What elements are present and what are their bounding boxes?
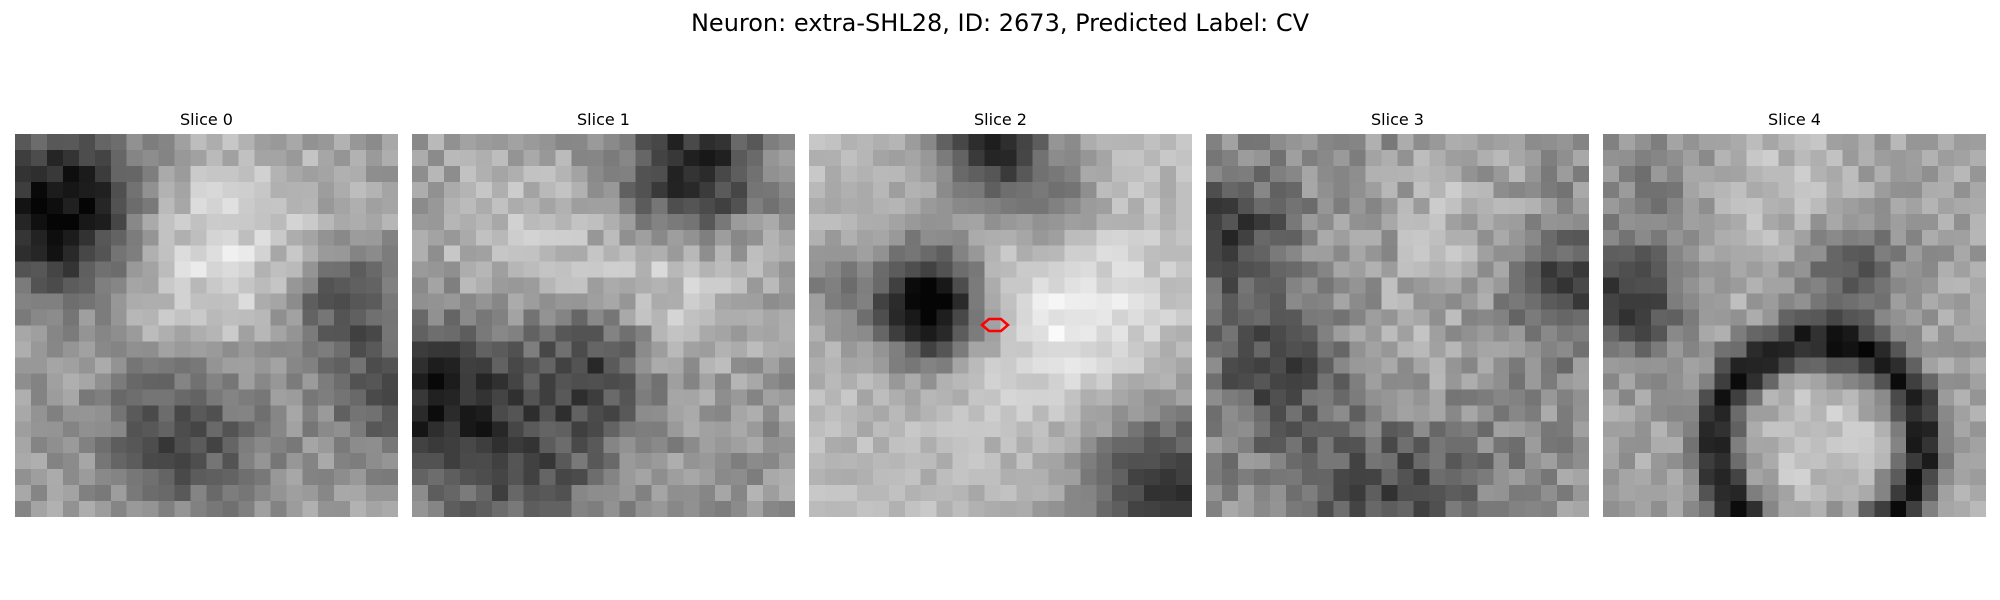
slice-title: Slice 1 [577,110,630,129]
slice-image-2 [809,134,1192,517]
slice-title: Slice 0 [180,110,233,129]
slice-image-0 [15,134,398,517]
slice-image-4 [1603,134,1986,517]
slice-image-3 [1206,134,1589,517]
slice-title: Slice 2 [974,110,1027,129]
figure-title: Neuron: extra-SHL28, ID: 2673, Predicted… [690,9,1310,37]
slice-title: Slice 4 [1768,110,1821,129]
slice-image-1 [412,134,795,517]
slice-title: Slice 3 [1371,110,1424,129]
